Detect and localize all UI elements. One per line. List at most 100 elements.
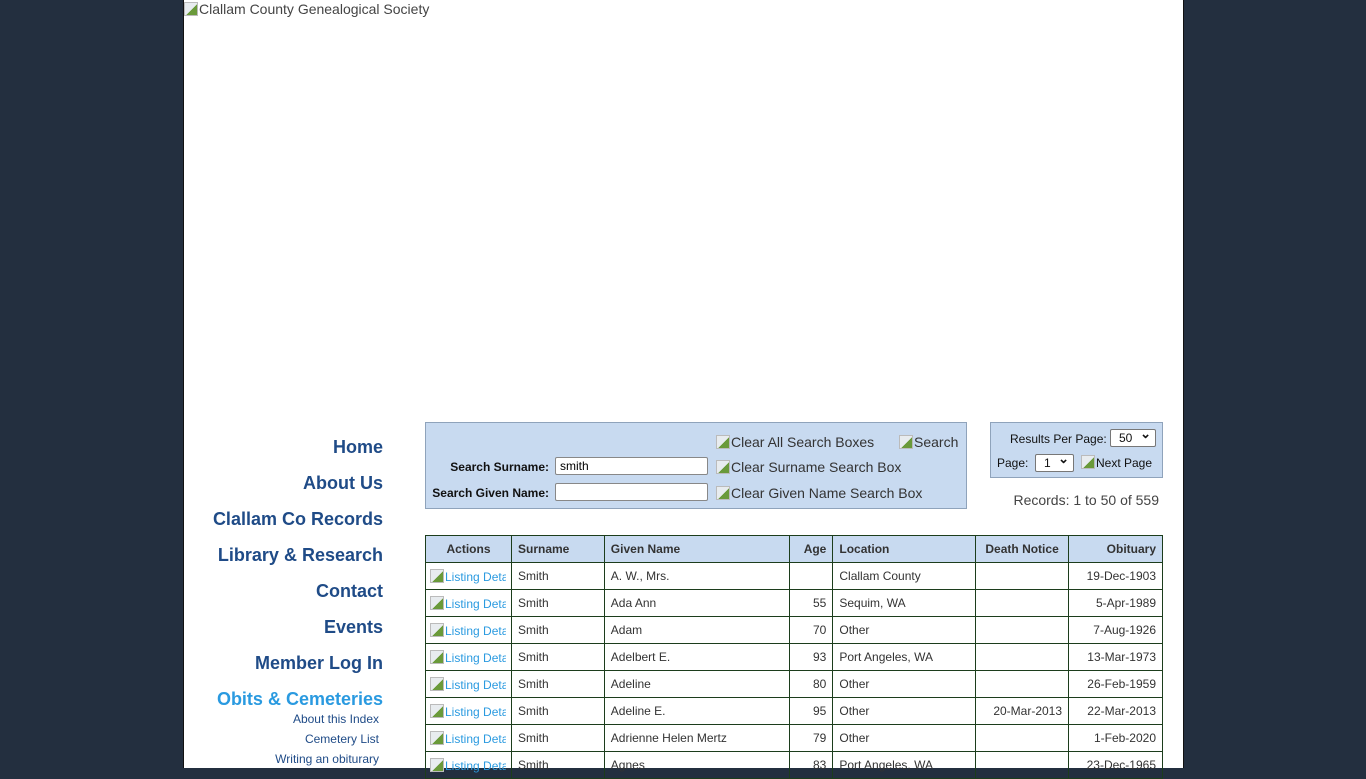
- nav-obits-cemeteries[interactable]: Obits & Cemeteries: [216, 689, 383, 709]
- col-given-name[interactable]: Given Name: [603, 535, 791, 563]
- page-container: Clallam County Genealogical Society Home…: [183, 0, 1184, 779]
- records-count: Records: 1 to 50 of 559: [1013, 492, 1159, 508]
- broken-image-icon: [716, 486, 730, 500]
- nav-contact[interactable]: Contact: [316, 581, 383, 601]
- listing-details-link[interactable]: Listing Details: [425, 724, 512, 752]
- location-cell: Other: [832, 697, 977, 725]
- clear-all-button[interactable]: Clear All Search Boxes: [716, 434, 874, 450]
- sidebar-nav: Home About Us Clallam Co Records Library…: [184, 434, 383, 770]
- surname-cell: Smith: [510, 697, 605, 725]
- death-notice-cell: [975, 616, 1070, 644]
- obituary-cell: 1-Feb-2020: [1068, 724, 1163, 752]
- col-actions[interactable]: Actions: [425, 535, 512, 563]
- results-per-page-label: Results Per Page:: [1010, 432, 1107, 446]
- given-name-cell: Adeline: [603, 670, 791, 698]
- clear-given-button[interactable]: Clear Given Name Search Box: [716, 485, 922, 501]
- col-death-notice[interactable]: Death Notice: [975, 535, 1070, 563]
- search-panel: Clear All Search Boxes Search Search Sur…: [425, 422, 967, 509]
- nav-library-research[interactable]: Library & Research: [217, 545, 383, 565]
- clear-surname-button[interactable]: Clear Surname Search Box: [716, 459, 901, 475]
- surname-input[interactable]: [555, 457, 708, 475]
- surname-cell: Smith: [510, 616, 605, 644]
- col-surname[interactable]: Surname: [510, 535, 605, 563]
- next-page-button[interactable]: Next Page: [1081, 455, 1152, 470]
- given-name-cell: Adeline E.: [603, 697, 791, 725]
- results-per-page-select[interactable]: 50: [1110, 426, 1156, 447]
- broken-image-icon: [430, 595, 444, 610]
- death-notice-cell: [975, 724, 1070, 752]
- site-logo[interactable]: Clallam County Genealogical Society: [184, 1, 429, 17]
- obituary-cell: 26-Feb-1959: [1068, 670, 1163, 698]
- search-button[interactable]: Search: [899, 434, 958, 450]
- col-age[interactable]: Age: [789, 535, 834, 563]
- listing-details-link[interactable]: Listing Details: [425, 616, 512, 644]
- nav-events[interactable]: Events: [323, 617, 383, 637]
- location-cell: Port Angeles, WA: [832, 751, 977, 779]
- subnav-cemetery-list[interactable]: Cemetery List: [304, 732, 379, 746]
- results-per-page-value: 50: [1119, 431, 1133, 445]
- page-select[interactable]: 1: [1035, 451, 1074, 472]
- broken-image-icon: [899, 435, 913, 449]
- age-cell: 83: [789, 751, 834, 779]
- age-cell: 55: [789, 589, 834, 617]
- subnav-about-index[interactable]: About this Index: [292, 712, 379, 726]
- listing-details-link[interactable]: Listing Details: [425, 562, 512, 590]
- surname-cell: Smith: [510, 670, 605, 698]
- age-cell: 80: [789, 670, 834, 698]
- results-table: Actions Surname Given Name Age Location …: [425, 535, 1163, 779]
- given-name-cell: Adelbert E.: [603, 643, 791, 671]
- page-value: 1: [1044, 456, 1051, 470]
- given-name-cell: A. W., Mrs.: [603, 562, 791, 590]
- given-name-input[interactable]: [555, 483, 708, 501]
- nav-about-us[interactable]: About Us: [303, 473, 383, 493]
- listing-details-label: Listing Details: [445, 704, 506, 719]
- death-notice-cell: [975, 643, 1070, 671]
- page-label: Page:: [997, 456, 1029, 470]
- listing-details-link[interactable]: Listing Details: [425, 697, 512, 725]
- listing-details-label: Listing Details: [445, 623, 506, 638]
- age-cell: [789, 562, 834, 590]
- listing-details-link[interactable]: Listing Details: [425, 670, 512, 698]
- given-name-label: Search Given Name:: [432, 486, 549, 500]
- age-cell: 70: [789, 616, 834, 644]
- death-notice-cell: [975, 589, 1070, 617]
- surname-cell: Smith: [510, 562, 605, 590]
- subnav-writing-obituary[interactable]: Writing an obiturary: [275, 752, 379, 766]
- pager-panel: Results Per Page: 50 Page: 1 Next Page: [990, 422, 1163, 478]
- death-notice-cell: [975, 751, 1070, 779]
- broken-image-icon: [430, 757, 444, 772]
- listing-details-link[interactable]: Listing Details: [425, 751, 512, 779]
- obituary-cell: 7-Aug-1926: [1068, 616, 1163, 644]
- listing-details-label: Listing Details: [445, 677, 506, 692]
- location-cell: Other: [832, 724, 977, 752]
- listing-details-label: Listing Details: [445, 758, 506, 773]
- col-location[interactable]: Location: [832, 535, 977, 563]
- location-cell: Clallam County: [832, 562, 977, 590]
- obituary-cell: 19-Dec-1903: [1068, 562, 1163, 590]
- col-obituary[interactable]: Obituary: [1068, 535, 1163, 563]
- listing-details-label: Listing Details: [445, 731, 506, 746]
- location-cell: Sequim, WA: [832, 589, 977, 617]
- listing-details-link[interactable]: Listing Details: [425, 643, 512, 671]
- broken-image-icon: [716, 460, 730, 474]
- location-cell: Port Angeles, WA: [832, 643, 977, 671]
- nav-clallam-records[interactable]: Clallam Co Records: [212, 509, 383, 529]
- broken-image-icon: [184, 2, 198, 16]
- nav-member-login[interactable]: Member Log In: [254, 653, 383, 673]
- location-cell: Other: [832, 670, 977, 698]
- given-name-cell: Adrienne Helen Mertz: [603, 724, 791, 752]
- listing-details-label: Listing Details: [445, 569, 506, 584]
- nav-home[interactable]: Home: [332, 437, 383, 457]
- logo-alt-text: Clallam County Genealogical Society: [199, 1, 430, 17]
- surname-cell: Smith: [510, 724, 605, 752]
- listing-details-link[interactable]: Listing Details: [425, 589, 512, 617]
- age-cell: 95: [789, 697, 834, 725]
- next-page-label: Next Page: [1096, 456, 1153, 470]
- clear-surname-label: Clear Surname Search Box: [731, 459, 902, 475]
- broken-image-icon: [716, 435, 730, 449]
